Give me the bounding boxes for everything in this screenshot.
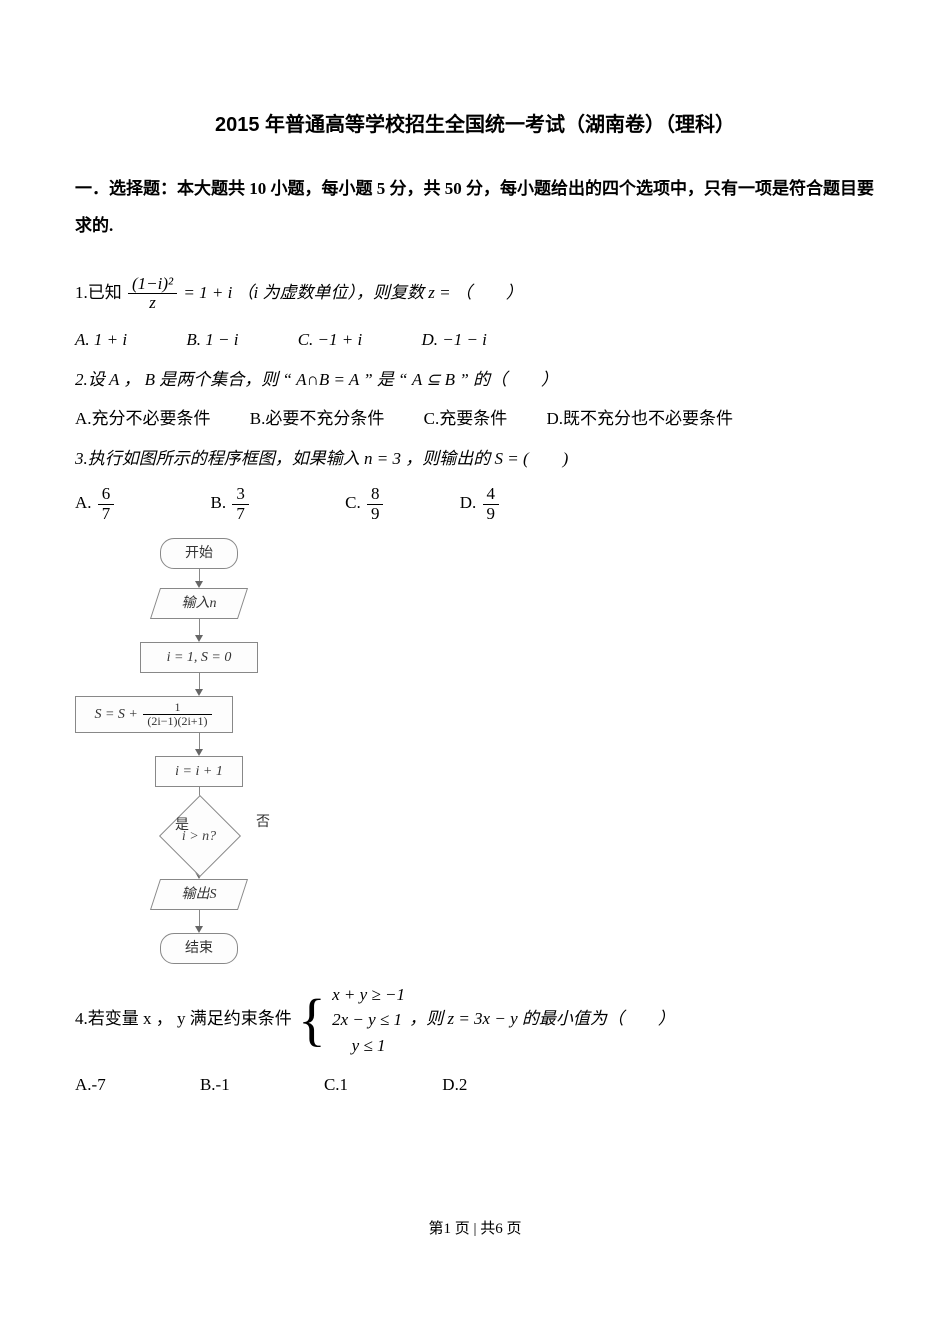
- q4-option-d: D.2: [442, 1072, 467, 1098]
- question-2: 2.设 A ， B 是两个集合，则 “ A∩B = A ” 是 “ A ⊆ B …: [75, 367, 875, 393]
- q3-d-num: 4: [483, 485, 500, 505]
- q1-option-d: D. −1 − i: [421, 327, 486, 353]
- q3-b-den: 7: [232, 505, 249, 524]
- fc-update-den: (2i−1)(2i+1): [143, 715, 211, 728]
- q1-fraction: (1−i)² z: [128, 275, 177, 313]
- q3-c-label: C.: [345, 493, 361, 512]
- q4-stem-suffix: ，则 z = 3x − y 的最小值为（ ）: [409, 1009, 675, 1028]
- q3-option-b: B. 3 7: [211, 485, 251, 523]
- q3-b-label: B.: [211, 493, 227, 512]
- fc-decision: i > n? 否: [154, 810, 244, 860]
- fc-inc-i: i = i + 1: [155, 756, 243, 787]
- q4-sys-2: 2x − y ≤ 1: [332, 1007, 405, 1033]
- q3-a-frac: 6 7: [98, 485, 115, 523]
- q3-option-c: C. 8 9: [345, 485, 385, 523]
- exam-page: 2015 年普通高等学校招生全国统一考试（湖南卷）（理科） 一．选择题：本大题共…: [0, 0, 950, 1300]
- q3-c-num: 8: [367, 485, 384, 505]
- fc-start: 开始: [160, 538, 238, 569]
- left-brace-icon: {: [298, 991, 326, 1049]
- q3-b-num: 3: [232, 485, 249, 505]
- q1-options: A. 1 + i B. 1 − i C. −1 + i D. −1 − i: [75, 327, 875, 353]
- q1-frac-num: (1−i)²: [128, 275, 177, 295]
- q2-option-b: B.必要不充分条件: [250, 406, 385, 432]
- q3-option-a: A. 6 7: [75, 485, 116, 523]
- q3-d-label: D.: [460, 493, 477, 512]
- fc-no-label: 否: [256, 812, 270, 833]
- page-footer: 第1 页 | 共6 页: [75, 1218, 875, 1241]
- q3-option-d: D. 4 9: [460, 485, 501, 523]
- fc-init: i = 1, S = 0: [140, 642, 258, 673]
- fc-connector: [199, 910, 200, 926]
- q3-options: A. 6 7 B. 3 7 C. 8 9 D. 4 9: [75, 485, 875, 523]
- question-4: 4.若变量 x ， y 满足约束条件 { x + y ≥ −1 2x − y ≤…: [75, 982, 875, 1059]
- question-1: 1.已知 (1−i)² z = 1 + i （i 为虚数单位），则复数 z = …: [75, 275, 875, 313]
- fc-connector: [199, 733, 200, 749]
- arrow-down-icon: [195, 926, 203, 933]
- arrow-down-icon: [195, 689, 203, 696]
- arrow-down-icon: [195, 635, 203, 642]
- q1-frac-den: z: [128, 294, 177, 313]
- arrow-down-icon: [195, 581, 203, 588]
- q4-option-c: C.1: [324, 1072, 348, 1098]
- q4-system: x + y ≥ −1 2x − y ≤ 1 y ≤ 1: [332, 982, 405, 1059]
- q2-options: A.充分不必要条件 B.必要不充分条件 C.充要条件 D.既不充分也不必要条件: [75, 406, 875, 432]
- fc-input: 输入n: [150, 588, 248, 619]
- q2-option-c: C.充要条件: [424, 406, 508, 432]
- q1-stem-prefix: 1.已知: [75, 283, 126, 302]
- fc-input-text: 输入n: [164, 593, 234, 614]
- fc-cond: i > n?: [154, 826, 244, 847]
- q3-a-label: A.: [75, 493, 92, 512]
- q3-c-den: 9: [367, 505, 384, 524]
- q1-option-b: B. 1 − i: [186, 327, 238, 353]
- q3-d-frac: 4 9: [483, 485, 500, 523]
- fc-update-frac: 1 (2i−1)(2i+1): [143, 701, 211, 728]
- fc-connector: [199, 673, 200, 689]
- q3-a-num: 6: [98, 485, 115, 505]
- q2-option-d: D.既不充分也不必要条件: [546, 406, 733, 432]
- q4-option-a: A.-7: [75, 1072, 106, 1098]
- section-heading: 一．选择题：本大题共 10 小题，每小题 5 分，共 50 分，每小题给出的四个…: [75, 170, 875, 245]
- fc-output-text: 输出S: [164, 884, 234, 905]
- fc-output: 输出S: [150, 879, 248, 910]
- fc-yes-label: 是: [175, 815, 189, 836]
- q3-a-den: 7: [98, 505, 115, 524]
- q1-option-c: C. −1 + i: [298, 327, 363, 353]
- fc-update-s: S = S + 1 (2i−1)(2i+1): [75, 696, 233, 733]
- exam-title: 2015 年普通高等学校招生全国统一考试（湖南卷）（理科）: [75, 110, 875, 140]
- fc-update-left: S = S +: [94, 706, 141, 721]
- q3-c-frac: 8 9: [367, 485, 384, 523]
- q4-stem-prefix: 4.若变量 x ， y 满足约束条件: [75, 1009, 292, 1028]
- q4-sys-1: x + y ≥ −1: [332, 982, 405, 1008]
- q1-option-a: A. 1 + i: [75, 327, 127, 353]
- q4-option-b: B.-1: [200, 1072, 230, 1098]
- flowchart: 开始 输入n i = 1, S = 0 S = S + 1 (2i−1)(2i+…: [75, 538, 295, 964]
- q3-d-den: 9: [483, 505, 500, 524]
- fc-connector: [199, 619, 200, 635]
- arrow-down-icon: [195, 749, 203, 756]
- q3-b-frac: 3 7: [232, 485, 249, 523]
- q2-option-a: A.充分不必要条件: [75, 406, 211, 432]
- question-3: 3.执行如图所示的程序框图，如果输入 n = 3 ，则输出的 S = ( ): [75, 446, 875, 472]
- fc-connector: [199, 569, 200, 581]
- fc-end: 结束: [160, 933, 238, 964]
- fc-update-num: 1: [143, 701, 211, 715]
- q4-options: A.-7 B.-1 C.1 D.2: [75, 1072, 875, 1098]
- q1-stem-mid: = 1 + i （i 为虚数单位），则复数 z = （ ）: [183, 283, 522, 302]
- q4-sys-3: y ≤ 1: [332, 1033, 405, 1059]
